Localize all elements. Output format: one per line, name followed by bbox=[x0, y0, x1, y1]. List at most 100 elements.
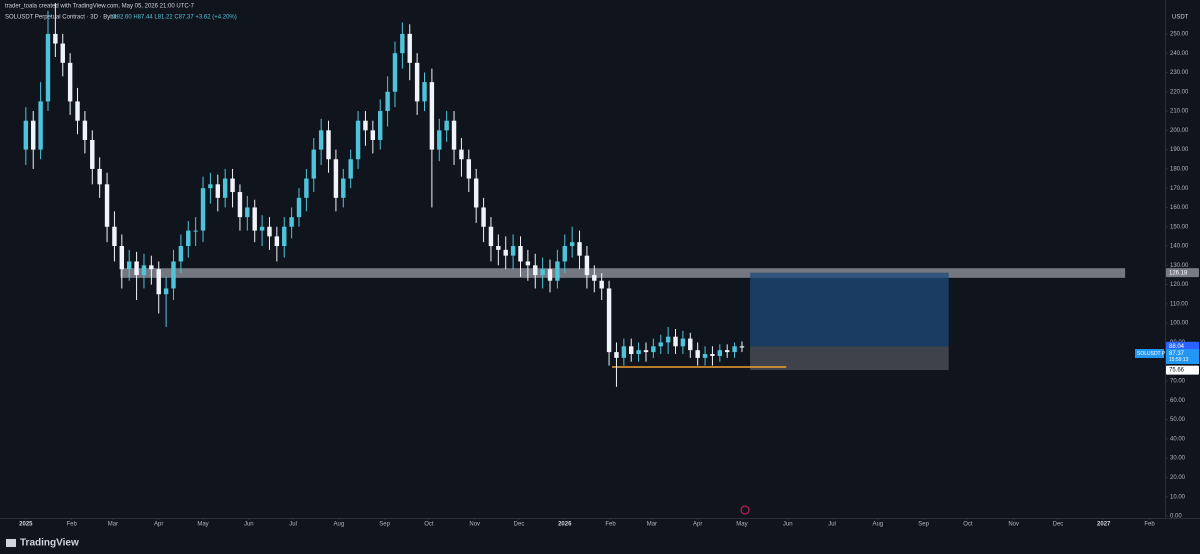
candle-body bbox=[60, 43, 65, 63]
y-tick-label: 10.00 bbox=[1170, 494, 1186, 500]
candle-body bbox=[200, 188, 206, 231]
candle-body bbox=[518, 246, 523, 262]
candle-body bbox=[245, 207, 250, 218]
candle-body bbox=[533, 265, 538, 275]
candle-body bbox=[385, 91, 390, 112]
y-tick-label: 210.00 bbox=[1170, 109, 1189, 115]
candle-body bbox=[606, 288, 612, 353]
candle-body bbox=[326, 130, 331, 160]
candle-body bbox=[318, 130, 324, 150]
x-tick-label: Oct bbox=[424, 522, 434, 528]
candle-body bbox=[23, 120, 29, 150]
candle-body bbox=[186, 230, 191, 247]
candle-body bbox=[702, 354, 708, 358]
last-price-name-bg bbox=[1135, 349, 1164, 359]
candle-body bbox=[355, 120, 361, 160]
y-tick-label: 30.00 bbox=[1170, 456, 1186, 462]
entry-price-label: 88.04 bbox=[1169, 344, 1185, 350]
y-tick-label: 70.00 bbox=[1170, 379, 1186, 385]
resistance-zone bbox=[120, 268, 1126, 278]
candle-body bbox=[488, 226, 494, 247]
candle-body bbox=[695, 350, 700, 358]
candle-body bbox=[665, 336, 671, 343]
candle-body bbox=[171, 261, 176, 289]
y-tick-label: 180.00 bbox=[1170, 166, 1189, 172]
candle-body bbox=[540, 269, 545, 275]
candle-body bbox=[680, 338, 686, 347]
candle-body bbox=[45, 33, 51, 102]
candle-body bbox=[732, 346, 737, 353]
y-tick-label: 130.00 bbox=[1170, 263, 1189, 269]
currency: USDT bbox=[1172, 15, 1189, 21]
candle-body bbox=[341, 178, 346, 198]
x-tick-label: Jun bbox=[783, 522, 793, 528]
y-tick-label: 150.00 bbox=[1170, 224, 1189, 230]
candle-body bbox=[134, 261, 139, 275]
y-tick-label: 40.00 bbox=[1170, 436, 1186, 442]
candle-body bbox=[363, 120, 368, 131]
candle-body bbox=[119, 246, 125, 270]
x-tick-label: Oct bbox=[963, 522, 973, 528]
candle-body bbox=[466, 159, 472, 179]
x-tick-label: Feb bbox=[66, 522, 77, 528]
y-tick-label: 120.00 bbox=[1170, 282, 1189, 288]
x-tick-label: Mar bbox=[108, 522, 118, 528]
x-tick-label: Sep bbox=[918, 522, 929, 528]
candle-body bbox=[562, 246, 567, 262]
candle-body bbox=[688, 338, 693, 351]
candle-body bbox=[126, 261, 132, 270]
y-tick-label: 140.00 bbox=[1170, 244, 1189, 250]
candle-body bbox=[643, 350, 649, 353]
candle-body bbox=[429, 82, 435, 150]
candle-body bbox=[104, 184, 110, 227]
candle-body bbox=[451, 120, 457, 150]
x-tick-label: Aug bbox=[334, 522, 345, 528]
ohlc-legend: O82.60 H87.44 L81.22 C87.37 +3.62 (+4.20… bbox=[112, 15, 237, 21]
candle-body bbox=[407, 33, 412, 63]
candle-body bbox=[444, 120, 449, 131]
x-tick-label: Nov bbox=[1008, 522, 1019, 528]
candle-body bbox=[392, 53, 398, 92]
y-tick-label: 110.00 bbox=[1170, 301, 1189, 307]
candle-body bbox=[267, 226, 272, 237]
x-tick-label: Feb bbox=[1144, 522, 1155, 528]
stop-price-label-bg bbox=[1166, 365, 1199, 375]
x-tick-label: Sep bbox=[379, 522, 390, 528]
x-tick-label: 2027 bbox=[1097, 522, 1111, 528]
candle-body bbox=[496, 246, 501, 250]
x-tick-label: Dec bbox=[1053, 522, 1064, 528]
y-tick-label: 160.00 bbox=[1170, 205, 1189, 211]
x-tick-label: Apr bbox=[154, 522, 163, 528]
y-tick-label: 200.00 bbox=[1170, 128, 1189, 134]
candle-body bbox=[274, 236, 280, 247]
candle-body bbox=[193, 230, 198, 232]
candle-body bbox=[141, 265, 147, 275]
candle-body bbox=[599, 280, 604, 289]
y-tick-label: 250.00 bbox=[1170, 31, 1189, 37]
candle-body bbox=[651, 346, 656, 353]
candle-body bbox=[710, 354, 715, 356]
y-tick-label: 240.00 bbox=[1170, 51, 1189, 57]
logo bbox=[6, 539, 16, 547]
candle-body bbox=[38, 101, 43, 150]
candle-body bbox=[459, 149, 464, 160]
x-tick-label: May bbox=[736, 522, 747, 528]
y-tick-label: 50.00 bbox=[1170, 417, 1186, 423]
x-tick-label: Jul bbox=[828, 522, 836, 528]
x-tick-label: Dec bbox=[514, 522, 525, 528]
x-tick-label: Aug bbox=[872, 522, 883, 528]
candle-body bbox=[333, 159, 339, 198]
candle-body bbox=[215, 184, 221, 198]
symbol: SOLUSDT Perpetual Contract · 3D · Bybit bbox=[5, 15, 117, 21]
candle-body bbox=[97, 168, 102, 185]
candle-body bbox=[481, 207, 486, 227]
candle-body bbox=[673, 336, 678, 347]
countdown: 15:59:13 bbox=[1169, 357, 1189, 363]
candle-body bbox=[178, 246, 184, 262]
candle-body bbox=[422, 82, 427, 102]
candle-body bbox=[67, 62, 73, 102]
candle-body bbox=[629, 346, 634, 355]
candle-body bbox=[149, 265, 154, 270]
last-price-name: SOLUSDT P bbox=[1137, 351, 1166, 357]
